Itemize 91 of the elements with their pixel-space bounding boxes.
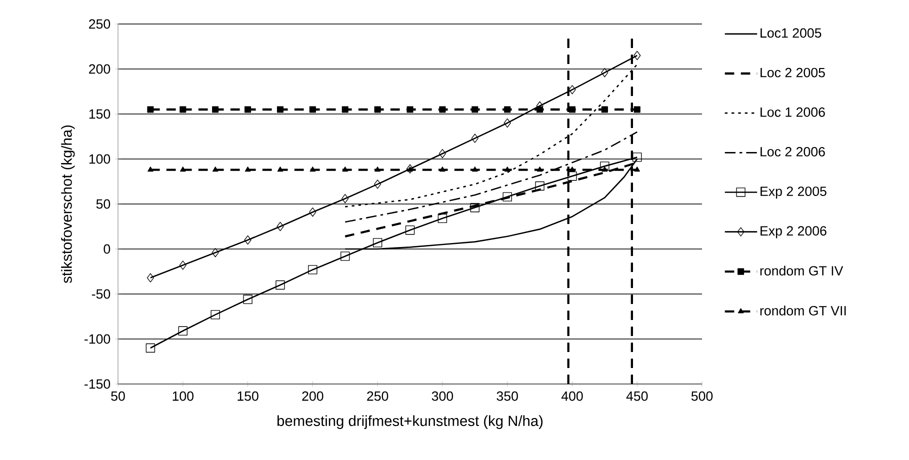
point [148,166,154,172]
x-tick-label: 300 [432,391,454,401]
point [634,106,640,113]
legend-label: Loc 1 2006 [760,107,825,117]
point [244,166,251,172]
point [310,166,316,172]
y-tick-label: -150 [84,379,110,389]
y-tick-label: 50 [96,199,110,209]
point [502,192,512,202]
y-tick-label: 150 [89,109,110,119]
y-axis-title: stikstofoverschot (kg/ha) [61,125,75,284]
point [472,106,478,113]
point [276,106,284,113]
point [147,106,154,113]
x-tick-label: 200 [302,391,324,401]
legend-label: Loc 2 2006 [760,147,825,156]
x-tick-label: 50 [111,391,125,401]
point [374,180,382,189]
point [342,166,348,172]
point [438,214,448,223]
y-tick-label: 100 [89,154,110,164]
point [309,208,316,217]
x-tick-label: 400 [561,391,583,401]
point [244,235,252,245]
point [504,118,511,128]
point [244,106,252,113]
point [340,252,350,261]
x-tick-label: 150 [238,391,258,401]
legend-label: Loc1 2005 [760,28,822,38]
point [634,50,641,60]
point [372,238,382,248]
point [276,280,285,290]
x-tick-label: 250 [367,391,388,401]
point [440,166,446,172]
point [309,106,316,113]
point [212,106,219,113]
point [569,166,576,172]
point [632,152,642,162]
legend-label: Exp 2 2005 [760,186,826,199]
x-tick-label: 450 [626,391,648,401]
point [472,166,478,172]
y-tick-label: 200 [89,64,110,74]
point [407,166,413,172]
point [601,106,608,113]
legend-label: rondom GT VII [760,306,846,316]
point [504,166,510,172]
point [439,106,446,113]
point [406,164,414,174]
point [634,166,640,172]
legend-label: rondom GT IV [760,266,844,276]
point [212,248,219,258]
legend-label: Loc 2 2005 [760,68,825,78]
point [405,226,415,235]
point [470,203,480,212]
point [568,85,576,94]
point [602,166,608,172]
point [146,343,156,353]
point [536,106,544,113]
x-tick-label: 350 [496,391,518,401]
point [536,166,543,172]
point [601,68,608,78]
point [243,294,252,304]
y-tick-label: -50 [92,289,110,299]
point [276,222,284,232]
point [342,194,349,204]
point [438,149,446,158]
x-tick-label: 500 [691,391,713,401]
y-tick-label: 0 [104,244,110,254]
y-tick-label: -100 [84,334,110,344]
x-axis-title: bemesting drijfmest+kunstmest (kg N/ha) [277,415,543,429]
point [568,106,576,113]
point [342,106,348,113]
point [568,172,577,181]
point [277,166,284,172]
point [374,166,380,172]
point [504,106,511,113]
point [406,106,414,113]
point [179,260,186,270]
point [180,106,186,113]
point [180,166,186,172]
y-tick-label: 250 [89,19,110,29]
point [212,166,218,172]
point [535,181,544,191]
point [146,273,154,282]
point [471,134,478,143]
legend-label: Exp 2 2006 [760,226,826,238]
point [374,106,381,113]
point [210,310,220,320]
point [178,326,188,336]
point [308,265,318,274]
x-tick-label: 100 [172,391,194,401]
